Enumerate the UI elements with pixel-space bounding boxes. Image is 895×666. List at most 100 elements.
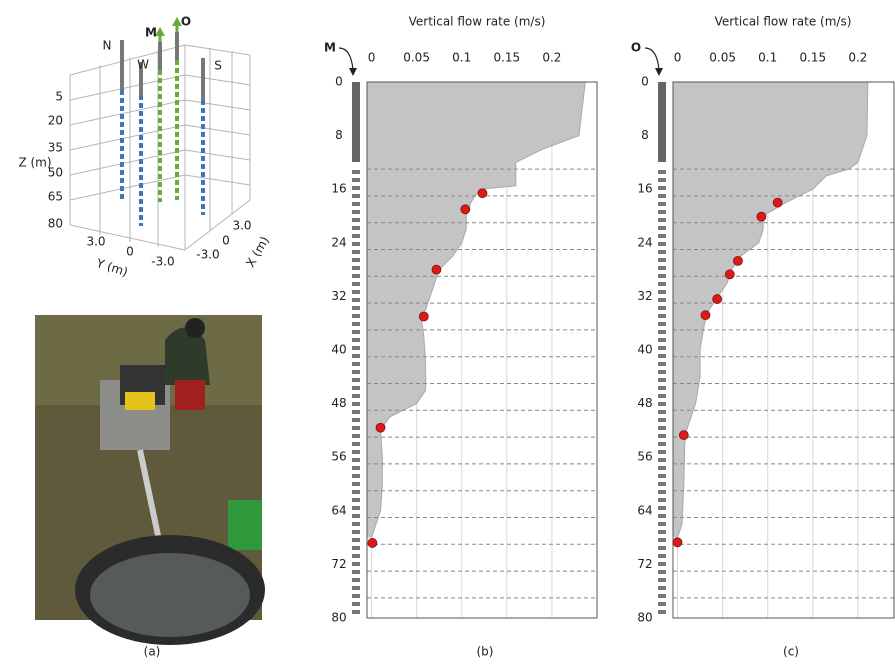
screen-slot (352, 394, 360, 398)
box-line (69, 99, 186, 126)
x-tick-label: 0.1 (758, 51, 777, 65)
screen-slot (352, 354, 360, 358)
screen-slot (658, 250, 666, 254)
x-tick-label: 0.05 (709, 51, 736, 65)
screen-slot (658, 194, 666, 198)
z-axis-label: Z (m) (18, 156, 51, 170)
screen-slot (352, 266, 360, 270)
screen-slot (658, 586, 666, 590)
x-tick-label: 0.05 (403, 51, 430, 65)
screen-slot (658, 458, 666, 462)
y-tick-label: 0 (641, 75, 649, 89)
screen-slot (352, 570, 360, 574)
x-tick-label: 3.0 (232, 219, 251, 233)
screen-slot (658, 330, 666, 334)
site-photo (35, 315, 265, 645)
point (375, 422, 386, 433)
point (367, 538, 378, 548)
z-tick-label: 5 (55, 90, 63, 104)
point (431, 264, 442, 275)
z-tick-label: 35 (48, 141, 63, 155)
x-tick-label: 0 (222, 234, 230, 248)
screen-slot (658, 274, 666, 278)
x-axis-label: X (m) (243, 234, 272, 270)
point (772, 197, 783, 208)
screen-slot (658, 418, 666, 422)
point (733, 255, 743, 266)
screen-slot (658, 538, 666, 542)
screen-slot (658, 226, 666, 230)
y-tick-label: 56 (331, 450, 346, 464)
screen-slot (352, 186, 360, 190)
screen-slot (658, 546, 666, 550)
well-arrow (644, 47, 660, 71)
screen-slot (658, 338, 666, 342)
point (756, 211, 767, 222)
screen-slot (658, 210, 666, 214)
box-line (184, 74, 251, 86)
well-label: O (631, 41, 641, 55)
screen-slot (352, 330, 360, 334)
y-tick-label: 72 (637, 557, 652, 571)
point (418, 311, 429, 322)
screen-slot (658, 362, 666, 366)
well-label: N (103, 39, 112, 53)
screen-slot (352, 218, 360, 222)
screen-slot (658, 602, 666, 606)
box-line (69, 74, 186, 101)
well-arrow-head (655, 68, 663, 76)
point (460, 204, 471, 215)
chart-title: Vertical flow rate (m/s) (409, 15, 546, 29)
y-tick-label: 0 (335, 75, 343, 89)
y-tick-label: 80 (331, 611, 346, 625)
screen-slot (352, 506, 360, 510)
y-tick-label: 40 (637, 343, 652, 357)
screen-slot (352, 346, 360, 350)
well-label: M (324, 41, 336, 55)
box-line (69, 224, 186, 251)
y-tick-label: -3.0 (151, 255, 174, 269)
screen-slot (352, 258, 360, 262)
screen-slot (658, 442, 666, 446)
box-line (184, 199, 251, 251)
z-tick-label: 20 (48, 114, 63, 128)
screen-slot (352, 442, 360, 446)
screen-slot (352, 338, 360, 342)
screen-slot (658, 594, 666, 598)
screen-slot (352, 250, 360, 254)
area-fill (673, 82, 868, 538)
screen-slot (352, 410, 360, 414)
box-line (69, 124, 186, 151)
screen-slot (352, 306, 360, 310)
screen-slot (658, 506, 666, 510)
screen-slot (658, 394, 666, 398)
screen-slot (658, 202, 666, 206)
screen-slot (352, 498, 360, 502)
screen-slot (352, 594, 360, 598)
screen-slot (352, 530, 360, 534)
screen-slot (352, 242, 360, 246)
chart-title: Vertical flow rate (m/s) (715, 15, 852, 29)
y-tick-label: 24 (637, 235, 652, 249)
screen-slot (658, 426, 666, 430)
caption: (c) (783, 645, 799, 659)
screen-slot (658, 322, 666, 326)
screen-slot (352, 274, 360, 278)
screen-slot (658, 434, 666, 438)
y-tick-label: 40 (331, 343, 346, 357)
z-tick-label: 65 (48, 190, 63, 204)
box-line (184, 44, 251, 56)
point (712, 294, 723, 304)
plot-border (366, 81, 598, 619)
screen-slot (658, 578, 666, 582)
screen-slot (352, 474, 360, 478)
screen-slot (352, 546, 360, 550)
screen-slot (352, 370, 360, 374)
profile-line (371, 81, 586, 538)
screen-slot (658, 346, 666, 350)
screen-slot (658, 474, 666, 478)
screen-slot (352, 362, 360, 366)
screen-slot (352, 426, 360, 430)
screen-slot (658, 466, 666, 470)
